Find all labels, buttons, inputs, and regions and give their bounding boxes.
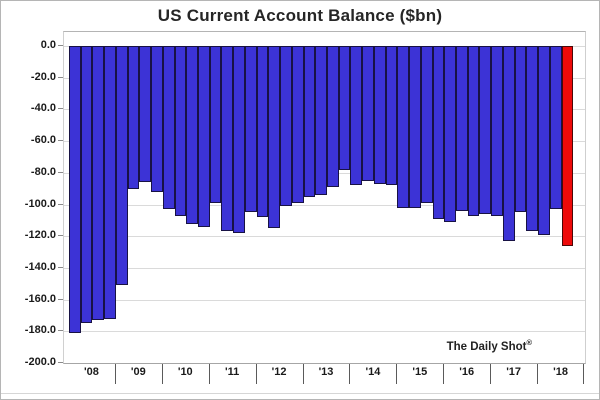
bar-2012-q4 [291, 46, 304, 203]
x-axis-label-14: '14 [365, 366, 381, 378]
bar-2013-q3 [327, 46, 339, 188]
x-axis-label-11: '11 [225, 366, 240, 378]
y-axis-label: -120.0 [24, 229, 56, 242]
bar-2014-q2 [362, 46, 374, 181]
y-axis-tick [58, 298, 63, 300]
plot-area [63, 31, 586, 364]
x-axis-label-10: '10 [177, 366, 193, 378]
bar-2017-q2 [502, 46, 515, 241]
bar-2010-q4 [198, 46, 210, 227]
y-axis-tick [58, 140, 63, 142]
x-axis-separator [537, 364, 539, 384]
bar-2014-q3 [373, 46, 386, 184]
x-axis-separator [208, 364, 210, 384]
gridline--160.0 [64, 299, 585, 301]
gridline--100.0 [64, 204, 585, 206]
bar-2008-q4 [104, 46, 116, 319]
x-axis-label-15: '15 [412, 366, 428, 378]
y-axis-tick [58, 266, 63, 268]
y-axis-label: 0.0 [40, 39, 56, 51]
bar-2014-q4 [385, 46, 398, 186]
bar-2018-q2 [549, 46, 562, 210]
bar-2012-q3 [280, 46, 292, 207]
y-axis-tick [58, 171, 63, 173]
y-axis-tick [58, 362, 63, 363]
gridline--140.0 [64, 267, 585, 269]
bar-2014-q1 [350, 46, 363, 186]
bar-2011-q1 [209, 46, 222, 203]
bar-2016-q3 [467, 46, 480, 216]
y-axis-label: -100.0 [24, 197, 56, 210]
bar-2015-q2 [409, 46, 421, 208]
bar-2010-q3 [186, 46, 198, 224]
y-axis-label: -180.0 [24, 324, 56, 337]
x-axis-label-13: '13 [318, 366, 334, 378]
bar-2015-q1 [397, 46, 410, 208]
bar-2016-q2 [456, 46, 468, 211]
bar-2008-q3 [92, 46, 105, 321]
bar-2008-q2 [80, 46, 93, 324]
y-axis-label: -60.0 [30, 134, 56, 147]
chart-bottom-edge [1, 393, 599, 394]
source-watermark: The Daily Shot® [1, 338, 532, 353]
bar-2008-q1 [69, 46, 81, 333]
x-axis-separator [490, 364, 492, 384]
bar-2016-q4 [479, 46, 492, 214]
bar-2013-q4 [338, 46, 351, 170]
gridline--120.0 [64, 236, 585, 238]
chart-title: US Current Account Balance ($bn) [157, 6, 443, 25]
y-axis-label: -160.0 [24, 292, 56, 305]
bar-2017-q3 [514, 46, 527, 213]
registered-mark: ® [526, 338, 532, 347]
y-axis-label: -140.0 [24, 260, 56, 273]
bar-2009-q4 [151, 46, 163, 192]
x-axis-separator [396, 364, 398, 384]
x-axis-separator [443, 364, 445, 384]
y-axis-tick [58, 203, 63, 205]
x-axis-separator [302, 364, 304, 384]
bar-2009-q2 [127, 46, 140, 189]
x-axis-label-08: '08 [84, 366, 99, 378]
source-watermark-text: The Daily Shot [446, 340, 527, 353]
y-axis-tick [58, 76, 63, 78]
bar-2018-q3 [561, 46, 574, 246]
bar-2013-q1 [303, 46, 316, 197]
bar-2016-q1 [444, 46, 456, 222]
bar-2017-q4 [526, 46, 539, 232]
bar-2010-q1 [162, 46, 175, 210]
y-axis-label: -40.0 [30, 102, 56, 115]
y-axis-tick [58, 108, 63, 110]
bar-2017-q1 [491, 46, 503, 216]
y-axis-tick [58, 235, 63, 237]
bar-2018-q1 [538, 46, 550, 235]
bar-2013-q2 [315, 46, 327, 195]
bar-2012-q2 [268, 46, 281, 229]
y-axis-label: -80.0 [30, 165, 56, 178]
x-axis-label-12: '12 [271, 366, 287, 378]
bar-2012-q1 [256, 46, 269, 218]
y-axis-label: -200.0 [24, 356, 56, 368]
bar-2009-q3 [139, 46, 152, 183]
bar-2011-q2 [221, 46, 234, 232]
bar-2009-q1 [115, 46, 128, 286]
bar-2015-q4 [432, 46, 445, 219]
bar-2015-q3 [420, 46, 433, 203]
x-axis-label-09: '09 [130, 366, 146, 378]
x-axis-label-17: '17 [506, 366, 522, 378]
x-axis-separator [255, 364, 257, 384]
y-axis-tick [58, 45, 63, 46]
gridline--180.0 [64, 331, 585, 333]
y-axis-tick [58, 330, 63, 332]
bar-2011-q4 [244, 46, 257, 213]
x-axis-separator [114, 364, 116, 384]
bar-2011-q3 [233, 46, 245, 234]
x-axis-separator [349, 364, 351, 384]
bar-2010-q2 [174, 46, 187, 216]
x-axis-separator [161, 364, 163, 384]
x-axis-label-16: '16 [459, 366, 475, 378]
y-axis-label: -20.0 [30, 70, 56, 83]
x-axis-label-18: '18 [553, 366, 568, 378]
x-axis-separator [583, 364, 584, 384]
